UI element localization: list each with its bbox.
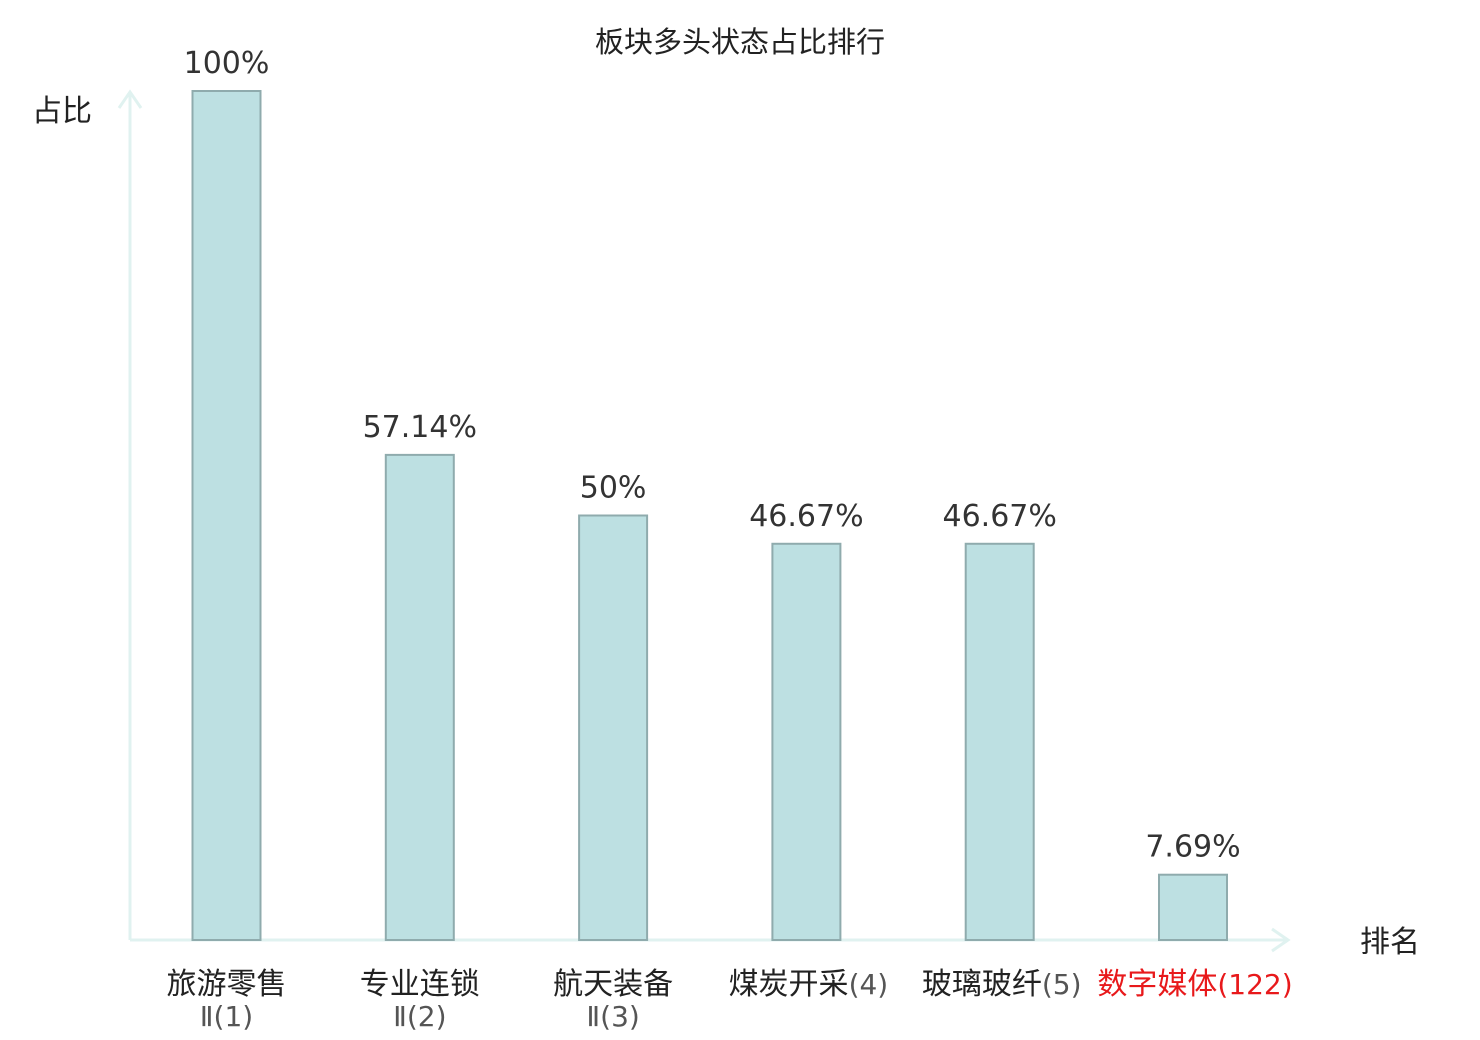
x-axis-label: 排名 <box>1360 925 1420 960</box>
category-name: 煤炭开采 <box>729 967 849 1002</box>
bar <box>964 542 1035 942</box>
bar <box>578 514 649 941</box>
category-rank: (5) <box>1042 968 1082 1001</box>
category-rank: Ⅱ(1) <box>200 1000 253 1033</box>
bars <box>191 90 1228 942</box>
category-rank: Ⅱ(3) <box>586 1000 639 1033</box>
category-label: 旅游零售 <box>167 967 287 1002</box>
category-label: 航天装备 <box>553 967 673 1002</box>
bar <box>771 542 842 942</box>
bar <box>384 453 455 941</box>
category-name: 玻璃玻纤 <box>922 967 1042 1002</box>
category-rank: (122) <box>1217 968 1292 1001</box>
category-label: 煤炭开采(4) <box>729 967 889 1002</box>
bar-value-label: 46.67% <box>943 499 1057 534</box>
chart-title: 板块多头状态占比排行 <box>595 25 885 59</box>
y-axis-label: 占比 <box>32 94 92 129</box>
bar-value-label: 57.14% <box>363 410 477 445</box>
y-axis <box>117 89 143 940</box>
category-label: 专业连锁 <box>360 967 480 1002</box>
category-label: 玻璃玻纤(5) <box>922 967 1082 1002</box>
bar-value-label: 46.67% <box>749 499 863 534</box>
bar <box>1158 873 1228 942</box>
bar <box>191 90 262 941</box>
bar-value-label: 50% <box>580 471 647 506</box>
category-name: 数字媒体 <box>1097 967 1217 1002</box>
value-labels: 100% 57.14% 50% 46.67% 46.67% 7.69% <box>184 46 1241 865</box>
category-rank: (4) <box>849 968 889 1001</box>
x-axis <box>130 927 1291 953</box>
category-label: 数字媒体(122) <box>1097 967 1292 1002</box>
bar-value-label: 7.69% <box>1145 830 1240 865</box>
category-rank: Ⅱ(2) <box>393 1000 446 1033</box>
bar-value-label: 100% <box>184 46 270 81</box>
